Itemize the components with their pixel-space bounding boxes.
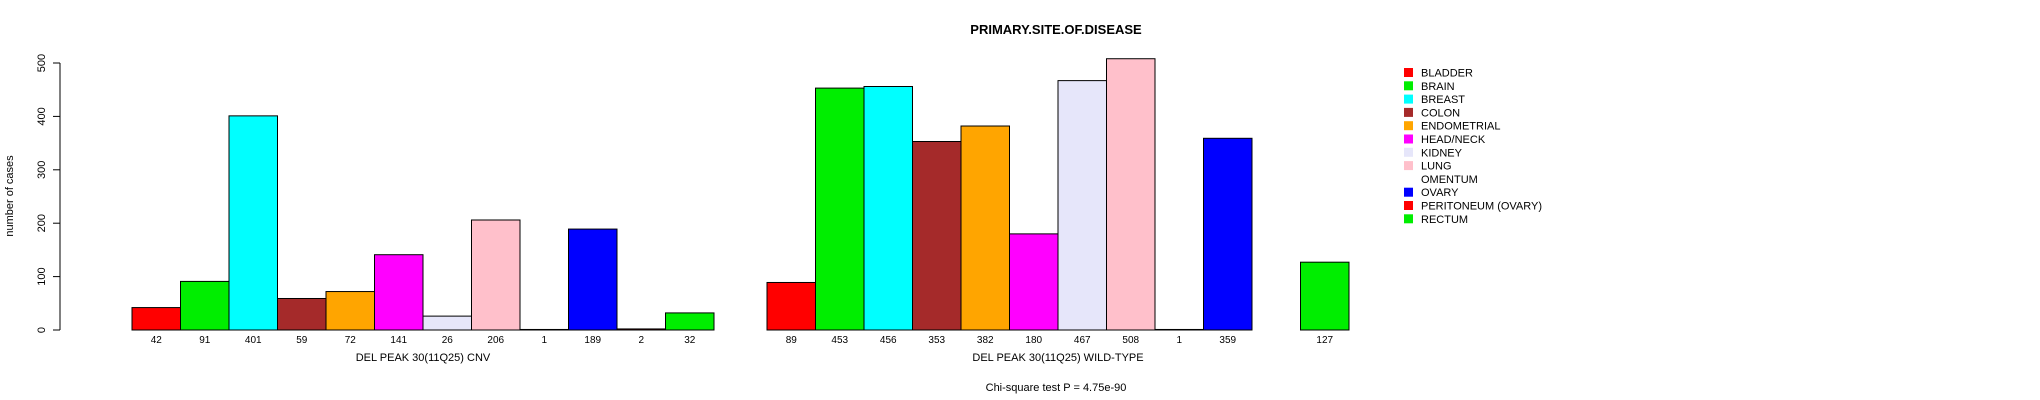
legend-label: COLON bbox=[1421, 107, 1460, 119]
legend-swatch bbox=[1404, 147, 1413, 157]
y-axis: 0 100 200 300 400 500 bbox=[36, 54, 61, 333]
panel-label: DEL PEAK 30(11Q25) WILD-TYPE bbox=[972, 352, 1143, 364]
bar bbox=[1106, 58, 1156, 331]
bar-count-label: 453 bbox=[831, 335, 848, 346]
bar-count-label: 42 bbox=[151, 335, 163, 346]
legend-swatch bbox=[1404, 81, 1413, 91]
chart-title: PRIMARY.SITE.OF.DISEASE bbox=[970, 22, 1142, 37]
bar-count-label: 32 bbox=[684, 335, 696, 346]
bar-count-label: 2 bbox=[638, 335, 644, 346]
panel-1: 42 91 401 59 72 141 26 206 1 189 2 32 DEL PEAK 30(11… bbox=[131, 115, 715, 364]
bar bbox=[568, 228, 618, 331]
bar-count-label: 180 bbox=[1025, 335, 1042, 346]
bar-count-label: 1 bbox=[1176, 335, 1182, 346]
legend-label: BRAIN bbox=[1421, 81, 1455, 93]
legend-swatch bbox=[1404, 187, 1413, 197]
y-tick-label: 200 bbox=[36, 214, 48, 232]
legend-label: KIDNEY bbox=[1421, 147, 1463, 159]
bar bbox=[665, 312, 715, 331]
legend-swatch bbox=[1404, 121, 1413, 131]
bar-count-label: 353 bbox=[928, 335, 945, 346]
chi-square-annotation: Chi-square test P = 4.75e-90 bbox=[986, 382, 1127, 394]
bar-count-label: 456 bbox=[880, 335, 897, 346]
bar-count-label: 91 bbox=[199, 335, 211, 346]
legend-label: OVARY bbox=[1421, 187, 1459, 199]
bar-count-label: 401 bbox=[245, 335, 262, 346]
legend-label: OMENTUM bbox=[1421, 174, 1478, 186]
y-tick-label: 400 bbox=[36, 107, 48, 125]
bar-count-label: 508 bbox=[1122, 335, 1139, 346]
legend-label: BREAST bbox=[1421, 94, 1465, 106]
bar bbox=[131, 307, 181, 331]
bar bbox=[374, 254, 424, 331]
legend-label: PERITONEUM (OVARY) bbox=[1421, 201, 1542, 213]
bar bbox=[519, 328, 569, 331]
legend-swatch bbox=[1404, 68, 1413, 77]
bar bbox=[863, 85, 913, 331]
legend-label: RECTUM bbox=[1421, 214, 1468, 226]
legend-swatch bbox=[1404, 161, 1413, 171]
bar-count-label: 26 bbox=[442, 335, 454, 346]
bar bbox=[228, 115, 278, 331]
bar bbox=[422, 315, 472, 331]
legend-swatch bbox=[1404, 94, 1413, 104]
panel-2: 89 453 456 353 382 180 467 508 1 359 127 DEL PEAK 3… bbox=[766, 58, 1350, 364]
bar-count-label: 359 bbox=[1219, 335, 1236, 346]
legend-label: ENDOMETRIAL bbox=[1421, 121, 1500, 133]
legend-swatch bbox=[1404, 214, 1413, 224]
bar bbox=[815, 87, 865, 331]
bar bbox=[277, 297, 327, 331]
bar-count-label: 382 bbox=[977, 335, 994, 346]
bar-count-label: 89 bbox=[786, 335, 798, 346]
bar-count-label: 59 bbox=[296, 335, 308, 346]
legend-label: LUNG bbox=[1421, 161, 1452, 173]
bar-count-label: 1 bbox=[541, 335, 547, 346]
bar bbox=[1057, 80, 1107, 331]
panel-label: DEL PEAK 30(11Q25) CNV bbox=[356, 352, 491, 364]
bar bbox=[1203, 137, 1253, 331]
y-tick-label: 500 bbox=[36, 54, 48, 72]
legend-swatch bbox=[1404, 107, 1413, 117]
bar bbox=[766, 281, 816, 331]
legend-label: BLADDER bbox=[1421, 68, 1473, 80]
bar bbox=[1154, 328, 1204, 331]
bar-count-label: 141 bbox=[390, 335, 407, 346]
bar bbox=[1300, 261, 1350, 331]
legend-swatch bbox=[1404, 201, 1413, 210]
bar bbox=[325, 291, 375, 331]
bar bbox=[1009, 233, 1059, 331]
bar-count-label: 72 bbox=[345, 335, 357, 346]
bar-count-label: 189 bbox=[584, 335, 601, 346]
legend-swatch bbox=[1404, 174, 1413, 184]
bar-count-label: 467 bbox=[1074, 335, 1091, 346]
bar bbox=[912, 140, 962, 331]
y-tick-label: 100 bbox=[36, 267, 48, 285]
bar bbox=[471, 219, 521, 331]
bar bbox=[960, 125, 1010, 331]
bar-count-label: 206 bbox=[487, 335, 504, 346]
bar bbox=[180, 280, 230, 331]
y-tick-label: 0 bbox=[36, 327, 48, 333]
y-axis-label: number of cases bbox=[4, 155, 16, 237]
y-tick-label: 300 bbox=[36, 161, 48, 179]
bar bbox=[616, 328, 666, 331]
legend-label: HEAD/NECK bbox=[1421, 134, 1486, 146]
bar-count-label: 127 bbox=[1316, 335, 1333, 346]
legend-swatch bbox=[1404, 134, 1413, 144]
